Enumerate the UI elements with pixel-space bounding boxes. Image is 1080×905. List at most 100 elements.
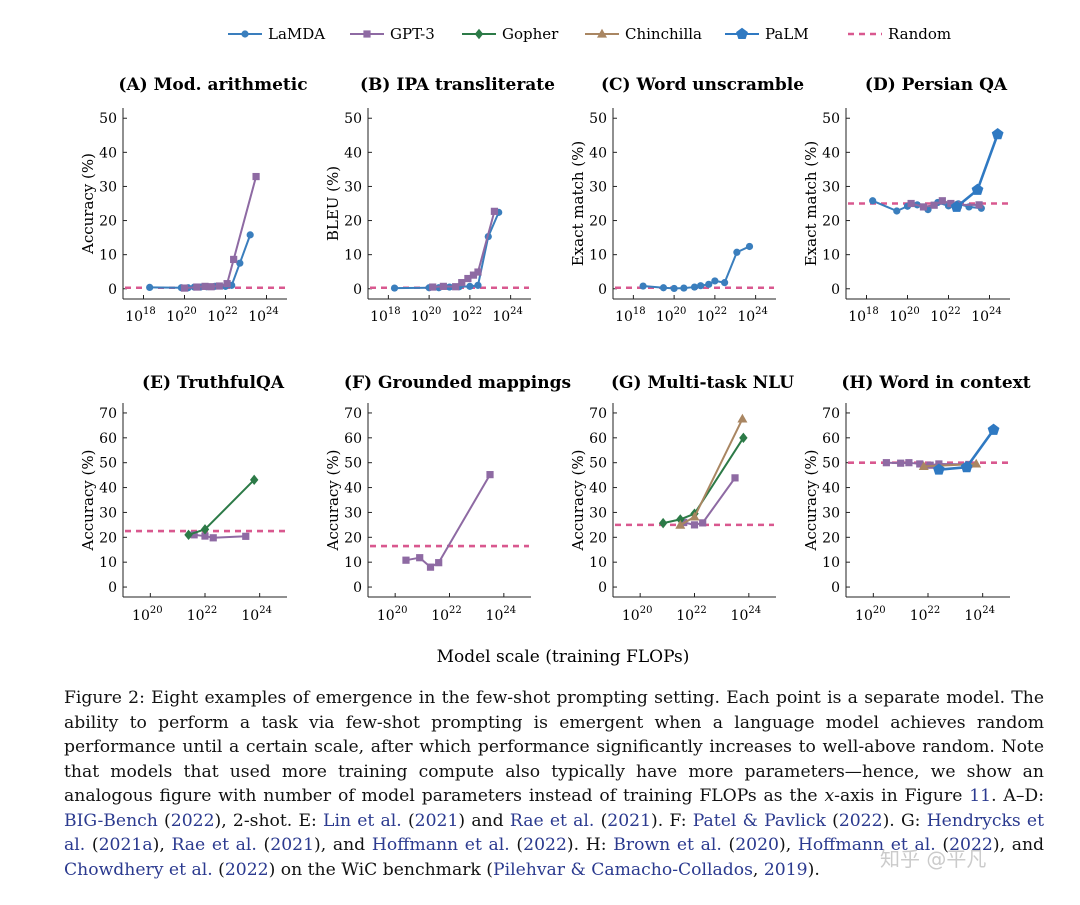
citation-lin[interactable]: Lin et al. [323, 810, 402, 831]
data-point [180, 284, 189, 292]
legend-label: PaLM [765, 25, 809, 43]
citation-bigbench-year[interactable]: 2022 [170, 810, 215, 831]
citation-brown[interactable]: Brown et al. [613, 835, 722, 855]
y-tick-label: 0 [598, 580, 607, 596]
y-tick-label: 40 [344, 145, 362, 161]
panel-title: (H) Word in context [841, 373, 1030, 393]
panel-title: (E) TruthfulQA [142, 373, 285, 393]
y-tick-label: 0 [108, 282, 117, 298]
citation-rae[interactable]: Rae et al. [509, 810, 595, 831]
data-point [918, 461, 929, 471]
y-tick-label: 20 [344, 530, 362, 546]
data-point [720, 279, 729, 287]
series-line [194, 533, 246, 539]
citation-brown-year[interactable]: 2020 [735, 835, 779, 855]
y-tick-label: 20 [589, 214, 607, 230]
panel-title: (F) Grounded mappings [344, 373, 571, 393]
data-point [882, 459, 890, 467]
caption-figure-label: Figure 2: [64, 688, 145, 708]
citation-rae-2[interactable]: Rae et al. [171, 835, 257, 855]
legend-label: Chinchilla [625, 25, 702, 43]
citation-hoffmann-2-year[interactable]: 2022 [949, 835, 993, 855]
x-tick-label: 1018 [615, 306, 646, 325]
y-tick-label: 40 [589, 145, 607, 161]
data-point [200, 524, 210, 535]
citation-rae-year[interactable]: 2021 [607, 810, 652, 831]
y-tick-label: 40 [344, 481, 362, 497]
y-tick-label: 30 [99, 505, 117, 521]
data-point [745, 242, 754, 251]
y-tick-label: 30 [589, 505, 607, 521]
citation-patel[interactable]: Patel & Pavlick [692, 810, 826, 831]
citation-hendrycks-year[interactable]: 2021a [98, 835, 153, 855]
data-point [950, 200, 963, 212]
legend-marker-circle [241, 30, 249, 38]
data-point [466, 282, 474, 290]
x-tick-label: 1020 [622, 605, 653, 624]
x-tick-label: 1024 [492, 306, 523, 325]
data-point [390, 284, 399, 292]
x-tick-label: 1022 [431, 605, 462, 624]
x-tick-label: 1020 [855, 605, 886, 624]
data-point [905, 459, 913, 467]
caption-text: ), [778, 835, 792, 855]
caption-text: ), and [992, 835, 1045, 855]
y-tick-label: 0 [353, 282, 362, 298]
series-line [432, 211, 496, 289]
caption-text: . A–D: [991, 786, 1044, 806]
data-point [252, 172, 260, 181]
y-axis-label: Accuracy (%) [802, 449, 820, 551]
citation-hendrycks[interactable]: Hendrycks et al. [64, 810, 1045, 856]
data-point [975, 201, 983, 209]
citation-chowdhery-year[interactable]: 2022 [224, 859, 269, 880]
citation-patel-year[interactable]: 2022 [838, 810, 883, 831]
y-axis-label: Exact match (%) [802, 141, 820, 267]
y-tick-label: 10 [822, 555, 840, 571]
y-tick-label: 10 [344, 248, 362, 264]
legend-item-lamda: LaMDA [228, 25, 325, 43]
y-tick-label: 40 [99, 481, 117, 497]
y-tick-label: 20 [344, 214, 362, 230]
data-point [416, 554, 424, 562]
y-tick-label: 0 [831, 282, 840, 298]
data-point [930, 201, 938, 209]
legend-label: LaMDA [268, 25, 325, 43]
x-tick-label: 1024 [971, 306, 1002, 325]
citation-bigbench[interactable]: BIG-Bench [64, 810, 158, 831]
citation-hoffmann-year[interactable]: 2022 [523, 835, 567, 855]
legend-marker-triangle [597, 28, 607, 38]
data-point [689, 511, 700, 521]
y-tick-label: 20 [99, 530, 117, 546]
y-tick-label: 50 [99, 456, 117, 472]
data-point [699, 519, 707, 527]
series-gpt3 [180, 172, 260, 292]
data-point [146, 283, 154, 292]
data-point [676, 514, 685, 525]
citation-rae-2-year[interactable]: 2021 [270, 835, 315, 855]
y-tick-label: 60 [589, 431, 607, 447]
citation-lin-year[interactable]: 2021 [414, 810, 459, 831]
data-point [739, 432, 748, 444]
citation-pilehvar[interactable]: Pilehvar & Camacho-Collados [493, 859, 753, 880]
x-tick-label: 1022 [910, 605, 941, 624]
series-gopher [184, 474, 259, 541]
data-point [932, 463, 945, 475]
data-point [464, 274, 472, 283]
y-tick-label: 10 [99, 248, 117, 264]
data-point [659, 284, 668, 292]
figure-11-link[interactable]: 11 [969, 786, 992, 806]
y-tick-label: 50 [822, 456, 840, 472]
y-tick-label: 30 [344, 179, 362, 195]
series-palm [932, 423, 1000, 475]
caption-text: ), [152, 835, 165, 855]
citation-hoffmann[interactable]: Hoffmann et al. [371, 835, 510, 855]
data-point [230, 255, 238, 264]
y-tick-label: 10 [589, 248, 607, 264]
citation-pilehvar-year[interactable]: 2019 [763, 859, 808, 880]
citation-chowdhery[interactable]: Chowdhery et al. [64, 859, 213, 880]
citation-hoffmann-2[interactable]: Hoffmann et al. [797, 835, 936, 855]
x-tick-label: 1020 [656, 306, 687, 325]
x-tick-label: 1020 [166, 306, 197, 325]
